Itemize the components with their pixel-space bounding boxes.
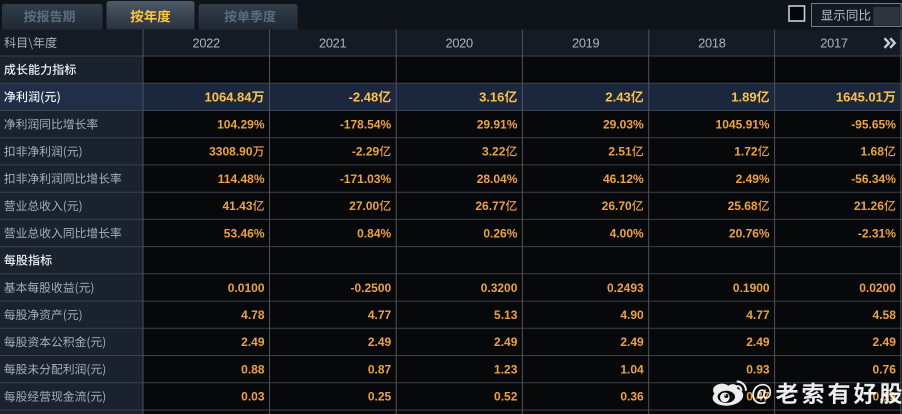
svg-text:46.12%: 46.12% [603,172,644,186]
svg-text:0.36: 0.36 [620,390,644,404]
svg-text:28.04%: 28.04% [477,172,518,186]
svg-text:1045.91%: 1045.91% [716,117,770,131]
svg-text:53.46%: 53.46% [224,226,265,240]
svg-text:-2.29: -2.29 [352,145,380,159]
svg-text:5.13: 5.13 [494,308,518,322]
svg-text:0.84%: 0.84% [357,226,391,240]
svg-text:26.70: 26.70 [602,199,632,213]
svg-text:0.25: 0.25 [368,390,392,404]
svg-text:3.16: 3.16 [479,90,504,105]
svg-text:1645.01: 1645.01 [836,90,883,105]
svg-text:1.04: 1.04 [620,362,644,376]
svg-text:20.76%: 20.76% [729,226,770,240]
svg-text:2.49: 2.49 [873,335,897,349]
svg-text:114.48%: 114.48% [218,172,265,186]
svg-text:2022: 2022 [192,36,220,51]
svg-text:2.49: 2.49 [746,335,770,349]
svg-text:3.22: 3.22 [482,145,506,159]
svg-text:4.90: 4.90 [620,308,644,322]
svg-text:21.26: 21.26 [854,199,884,213]
svg-text:41.43: 41.43 [222,199,252,213]
svg-text:2017: 2017 [820,36,848,51]
svg-text:4.77: 4.77 [746,308,770,322]
svg-text:0.1900: 0.1900 [733,281,770,295]
svg-text:0.26%: 0.26% [483,226,517,240]
svg-text:-178.54%: -178.54% [340,117,392,131]
svg-text:2020: 2020 [445,36,473,51]
svg-text:2.49: 2.49 [620,335,644,349]
svg-text:-2.48: -2.48 [349,90,379,105]
svg-text:2.49: 2.49 [368,335,392,349]
svg-text:3308.90: 3308.90 [209,145,253,159]
svg-text:2019: 2019 [572,36,600,51]
svg-text:1.68: 1.68 [861,145,885,159]
svg-text:0.0200: 0.0200 [859,281,896,295]
svg-text:0.03: 0.03 [241,390,265,404]
svg-text:0.0100: 0.0100 [228,281,265,295]
svg-text:1.72: 1.72 [734,145,758,159]
svg-text:2.51: 2.51 [608,145,632,159]
svg-text:1.89: 1.89 [731,90,756,105]
svg-text:104.29%: 104.29% [217,117,265,131]
svg-text:0.93: 0.93 [746,362,770,376]
svg-text:-171.03%: -171.03% [340,172,392,186]
svg-text:29.03%: 29.03% [603,117,644,131]
svg-text:-56.34%: -56.34% [851,172,896,186]
svg-text:27.00: 27.00 [349,199,379,213]
svg-text:4.58: 4.58 [873,308,897,322]
svg-text:0.3200: 0.3200 [481,281,518,295]
svg-text:-2.31%: -2.31% [858,226,896,240]
svg-text:0.88: 0.88 [241,362,265,376]
svg-text:0.2493: 0.2493 [607,281,644,295]
svg-text:0.76: 0.76 [873,362,897,376]
svg-text:2021: 2021 [319,36,347,51]
svg-text:26.77: 26.77 [475,199,505,213]
svg-text:29.91%: 29.91% [477,117,518,131]
svg-text:-95.65%: -95.65% [851,117,896,131]
svg-text:25.68: 25.68 [728,199,758,213]
svg-text:1.23: 1.23 [494,362,518,376]
svg-text:2.49: 2.49 [494,335,518,349]
svg-text:2.49%: 2.49% [736,172,770,186]
svg-text:4.78: 4.78 [241,308,265,322]
svg-text:2.49: 2.49 [241,335,265,349]
svg-text:2018: 2018 [698,36,726,51]
svg-text:4.00%: 4.00% [610,226,644,240]
svg-text:1064.84: 1064.84 [205,90,253,105]
svg-text:4.77: 4.77 [368,308,392,322]
svg-text:2.43: 2.43 [605,90,630,105]
svg-text:0.87: 0.87 [368,362,392,376]
svg-text:-0.2500: -0.2500 [350,281,391,295]
svg-text:0.52: 0.52 [494,390,518,404]
